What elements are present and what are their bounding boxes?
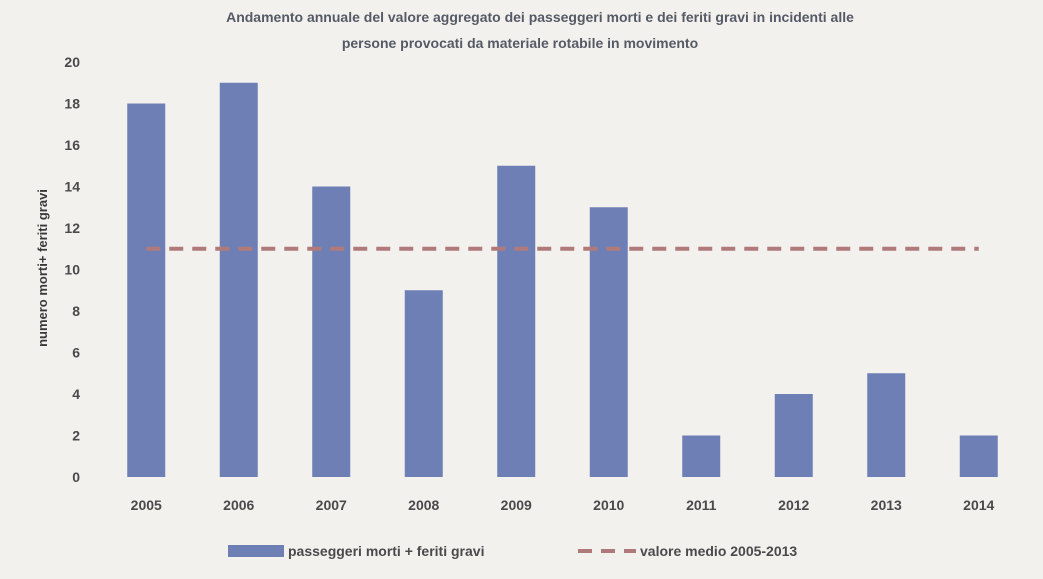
x-tick-label: 2006 [223,497,254,513]
bar [404,290,443,477]
x-axis-ticks: 2005 2006 2007 2008 2009 2010 2011 2012 2013 2014 [131,497,995,513]
bar [219,82,258,477]
y-axis-label: numero morti+ feriti gravi [35,189,50,347]
bar [959,435,998,477]
x-tick-label: 2012 [778,497,809,513]
y-tick-label: 6 [72,345,80,361]
y-tick-label: 10 [64,262,80,278]
bar-series [127,82,998,477]
bar [589,207,628,477]
y-tick-label: 8 [72,303,80,319]
x-tick-label: 2005 [131,497,162,513]
bar [774,394,813,477]
bar [497,165,536,477]
chart-title-line-2: persone provocati da materiale rotabile … [342,35,698,51]
x-tick-label: 2014 [963,497,994,513]
y-tick-label: 14 [64,179,80,195]
bar [867,373,906,477]
legend-label-average: valore medio 2005-2013 [640,543,797,559]
bar [682,435,721,477]
y-tick-label: 18 [64,96,80,112]
x-tick-label: 2007 [316,497,347,513]
x-tick-label: 2013 [871,497,902,513]
y-tick-label: 16 [64,137,80,153]
y-axis-ticks: 0 2 4 6 8 10 12 14 16 18 20 [64,54,80,485]
chart-title-line-1: Andamento annuale del valore aggregato d… [226,9,854,25]
y-tick-label: 20 [64,54,80,70]
legend: passeggeri morti + feriti gravi valore m… [228,543,797,559]
bar [127,103,166,477]
legend-label-bars: passeggeri morti + feriti gravi [288,543,484,559]
x-tick-label: 2011 [686,497,717,513]
x-tick-label: 2009 [501,497,532,513]
bar [312,186,351,477]
x-tick-label: 2008 [408,497,439,513]
legend-swatch-bar [228,545,284,557]
y-tick-label: 0 [72,469,80,485]
y-tick-label: 12 [64,220,80,236]
y-tick-label: 2 [72,428,80,444]
y-tick-label: 4 [72,386,80,402]
x-tick-label: 2010 [593,497,624,513]
